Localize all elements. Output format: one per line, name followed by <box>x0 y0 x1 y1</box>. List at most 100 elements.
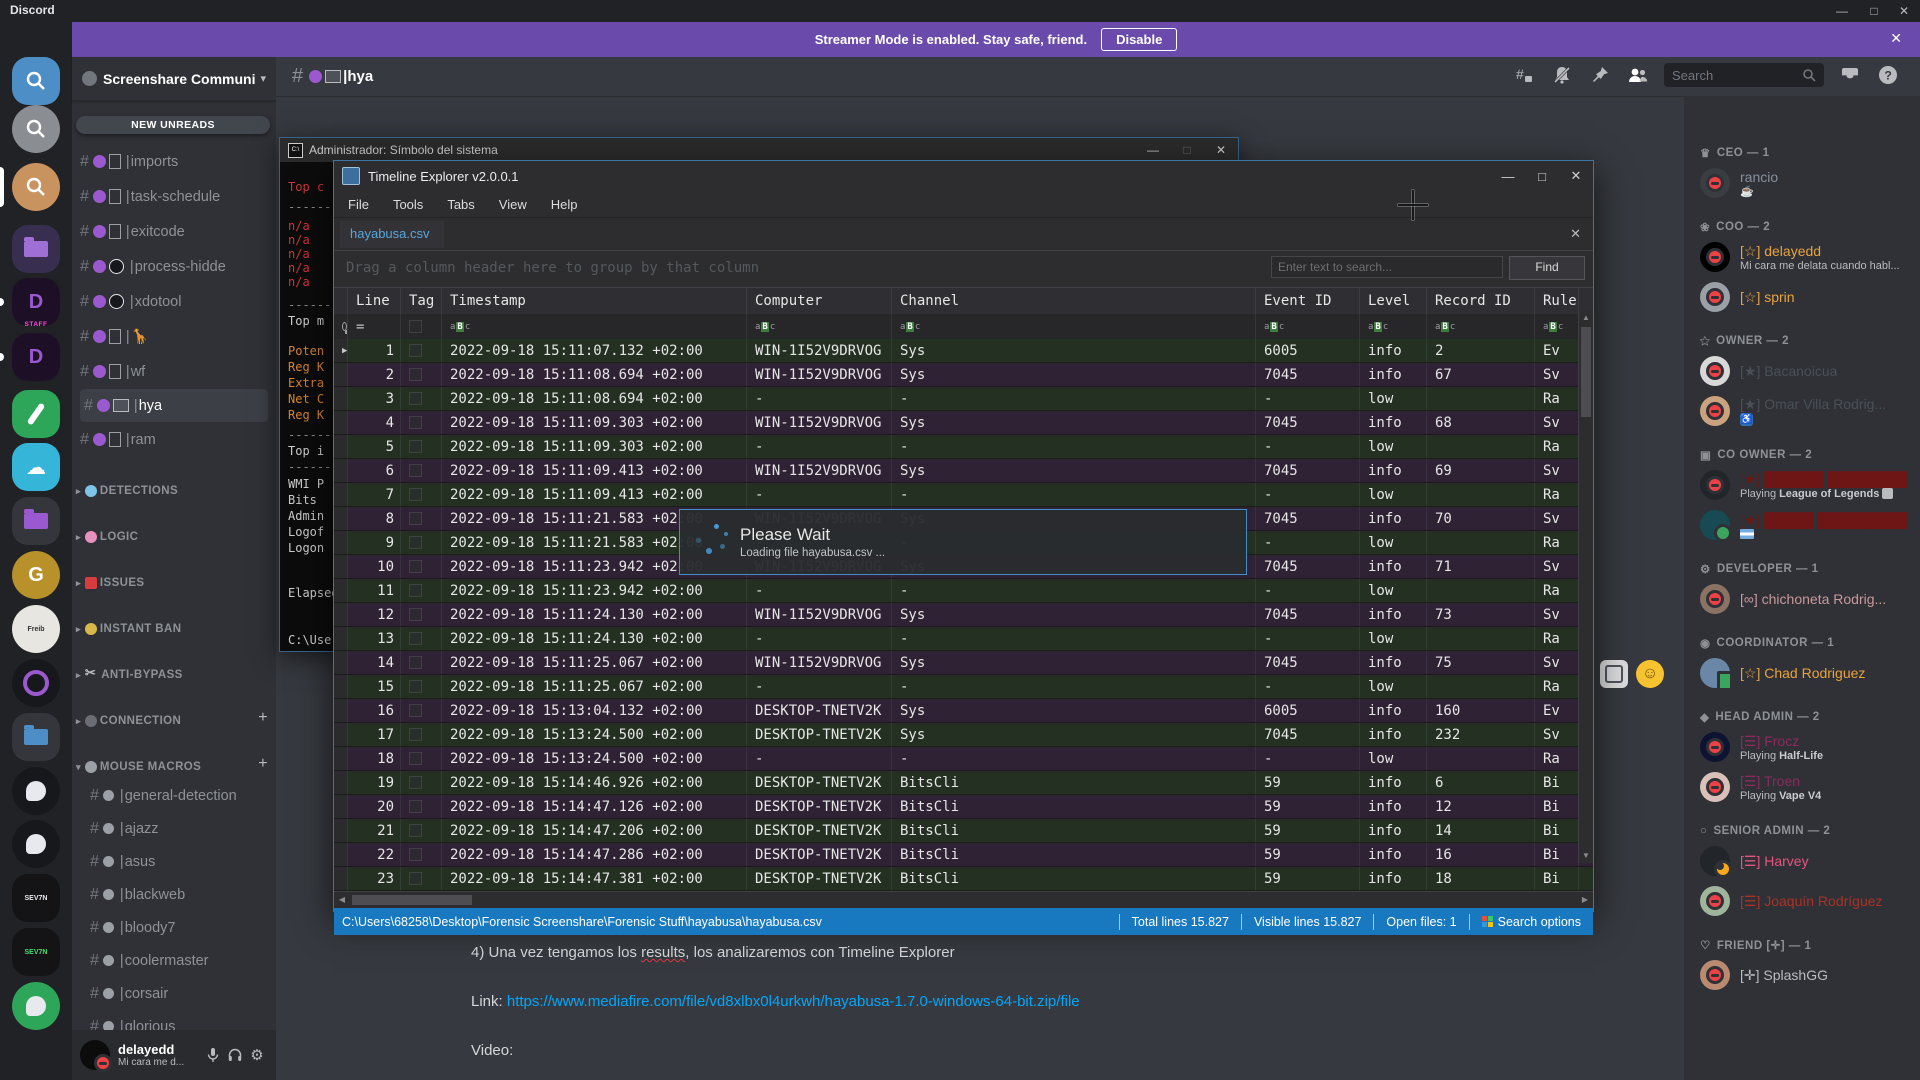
server-magnifier-gray[interactable] <box>12 105 60 153</box>
category-connection[interactable]: ▸ CONNECTION + <box>72 687 276 733</box>
column-header-Computer[interactable]: Computer <box>747 288 892 314</box>
server-d[interactable]: D <box>12 333 60 381</box>
row-tag-checkbox[interactable] <box>409 800 422 813</box>
vertical-scroll-thumb[interactable] <box>1581 327 1591 417</box>
filter-checkbox[interactable] <box>409 320 422 333</box>
cmd-minimize-button[interactable]: — <box>1147 143 1159 157</box>
row-tag-checkbox[interactable] <box>409 560 422 573</box>
avatar[interactable] <box>1700 396 1730 426</box>
sidebar-channel-imports[interactable]: # | imports <box>80 152 179 170</box>
sidebar-channel-ajazz[interactable]: # | ajazz <box>90 819 159 837</box>
row-tag-checkbox[interactable] <box>409 488 422 501</box>
avatar[interactable] <box>80 1040 112 1072</box>
member-row[interactable]: [★] Bacanoicua <box>1700 351 1912 391</box>
menu-tabs[interactable]: Tabs <box>447 196 475 212</box>
row-tag-checkbox[interactable] <box>409 512 422 525</box>
avatar[interactable] <box>1700 470 1730 500</box>
member-row[interactable]: [☰] Troen Playing Vape V4 <box>1700 767 1912 807</box>
avatar[interactable] <box>1700 242 1730 272</box>
category-anti-bypass[interactable]: ▸ ✂ ANTI-BYPASS <box>72 641 276 687</box>
member-row[interactable]: [☆] delayedd Mi cara me delata cuando hab… <box>1700 237 1912 277</box>
server-magnifier-blue[interactable] <box>12 57 60 105</box>
avatar[interactable] <box>1700 168 1730 198</box>
members-icon[interactable] <box>1626 63 1650 87</box>
horizontal-scrollbar[interactable]: ◀ ▶ <box>334 891 1593 908</box>
filter-cell[interactable]: = <box>348 314 401 339</box>
avatar[interactable] <box>1700 356 1730 386</box>
sidebar-channel-asus[interactable]: # | asus <box>90 852 156 870</box>
notifications-muted-icon[interactable] <box>1550 63 1574 87</box>
column-header-Rule[interactable]: Rule <box>1535 288 1579 314</box>
message-line[interactable] <box>471 966 1891 988</box>
table-row[interactable]: 23 2022-09-18 15:14:47.381 +02:00 DESKTOP-… <box>334 867 1593 891</box>
server-freib[interactable]: Freib <box>12 605 60 653</box>
column-header-Level[interactable]: Level <box>1360 288 1427 314</box>
scroll-left-icon[interactable]: ◀ <box>338 895 346 904</box>
sidebar-channel-hya[interactable]: # | hya <box>80 389 268 422</box>
sidebar-channel-process-hidde[interactable]: # | process-hidde <box>80 257 226 275</box>
tle-close-button[interactable]: ✕ <box>1570 168 1582 183</box>
banner-close-icon[interactable]: ✕ <box>1890 30 1902 46</box>
table-row[interactable]: 4 2022-09-18 15:11:09.303 +02:00 WIN-1I52V… <box>334 411 1593 435</box>
category-issues[interactable]: ▸ ISSUES <box>72 549 276 595</box>
window-maximize-button[interactable]: □ <box>1870 4 1878 18</box>
row-tag-checkbox[interactable] <box>409 344 422 357</box>
category-mouse-macros[interactable]: ▾ MOUSE MACROS + <box>72 733 276 779</box>
sidebar-channel-coolermaster[interactable]: # | coolermaster <box>90 951 209 969</box>
table-row[interactable]: 3 2022-09-18 15:11:08.694 +02:00- - - low Ra <box>334 387 1593 411</box>
avatar[interactable] <box>1700 584 1730 614</box>
server-sev7n-1[interactable]: SEV7N <box>12 874 60 922</box>
row-tag-checkbox[interactable] <box>409 440 422 453</box>
menu-view[interactable]: View <box>498 196 527 212</box>
sidebar-channel-🦒[interactable]: # | 🦒 <box>80 327 149 346</box>
find-button[interactable]: Find <box>1509 256 1585 280</box>
avatar[interactable] <box>1700 960 1730 990</box>
table-row[interactable]: 15 2022-09-18 15:11:25.067 +02:00- - - low Ra <box>334 675 1593 699</box>
sidebar-channel-corsair[interactable]: # | corsair <box>90 984 169 1002</box>
column-header-Event ID[interactable]: Event ID <box>1256 288 1360 314</box>
tle-titlebar[interactable]: Timeline Explorer v2.0.0.1 — □ ✕ <box>334 161 1593 191</box>
column-header-Timestamp[interactable]: Timestamp <box>442 288 747 314</box>
menu-file[interactable]: File <box>348 196 369 212</box>
scroll-down-icon[interactable]: ▼ <box>1582 851 1590 860</box>
avatar[interactable] <box>1700 886 1730 916</box>
window-minimize-button[interactable]: — <box>1836 4 1848 18</box>
row-tag-checkbox[interactable] <box>409 656 422 669</box>
sidebar-channel-wf[interactable]: # | wf <box>80 362 146 380</box>
threads-icon[interactable]: # <box>1512 63 1536 87</box>
menu-tools[interactable]: Tools <box>392 196 424 212</box>
tab-close-icon[interactable]: ✕ <box>1570 226 1581 241</box>
horizontal-scroll-thumb[interactable] <box>352 895 472 905</box>
column-header-Record ID[interactable]: Record ID <box>1427 288 1535 314</box>
row-tag-checkbox[interactable] <box>409 536 422 549</box>
table-row[interactable]: 7 2022-09-18 15:11:09.413 +02:00- - - low Ra <box>334 483 1593 507</box>
vertical-scrollbar[interactable]: ▲ ▼ <box>1578 311 1593 863</box>
server-tap-2[interactable] <box>12 820 60 868</box>
table-row[interactable]: 20 2022-09-18 15:14:47.126 +02:00 DESKTOP-… <box>334 795 1593 819</box>
avatar[interactable] <box>1700 510 1732 542</box>
member-row[interactable]: [★] █████ █████████ <box>1700 505 1912 545</box>
menu-help[interactable]: Help <box>550 196 578 212</box>
emoji-smiley-icon[interactable]: ☺ <box>1636 660 1664 688</box>
member-row[interactable]: [★] ██████ ████████ Playing League of Leg… <box>1700 465 1912 505</box>
help-icon[interactable]: ? <box>1876 63 1900 87</box>
table-row[interactable]: 5 2022-09-18 15:11:09.303 +02:00- - - low Ra <box>334 435 1593 459</box>
table-row[interactable]: 2 2022-09-18 15:11:08.694 +02:00 WIN-1I52V… <box>334 363 1593 387</box>
row-tag-checkbox[interactable] <box>409 728 422 741</box>
sidebar-channel-general-detection[interactable]: # | general-detection <box>90 786 237 804</box>
table-row[interactable]: 21 2022-09-18 15:14:47.206 +02:00 DESKTOP-… <box>334 819 1593 843</box>
server-green[interactable] <box>12 390 60 438</box>
tab-hayabusa-csv[interactable]: hayabusa.csv <box>340 220 444 248</box>
tle-search-input[interactable]: Enter text to search... <box>1271 256 1503 278</box>
sidebar-channel-task-schedule[interactable]: # | task-schedule <box>80 187 221 205</box>
table-row[interactable]: ▶ 1 2022-09-18 15:11:07.132 +02:00 WIN-1I52… <box>334 339 1593 363</box>
sticker-button[interactable] <box>1600 660 1628 688</box>
row-tag-checkbox[interactable] <box>409 776 422 789</box>
